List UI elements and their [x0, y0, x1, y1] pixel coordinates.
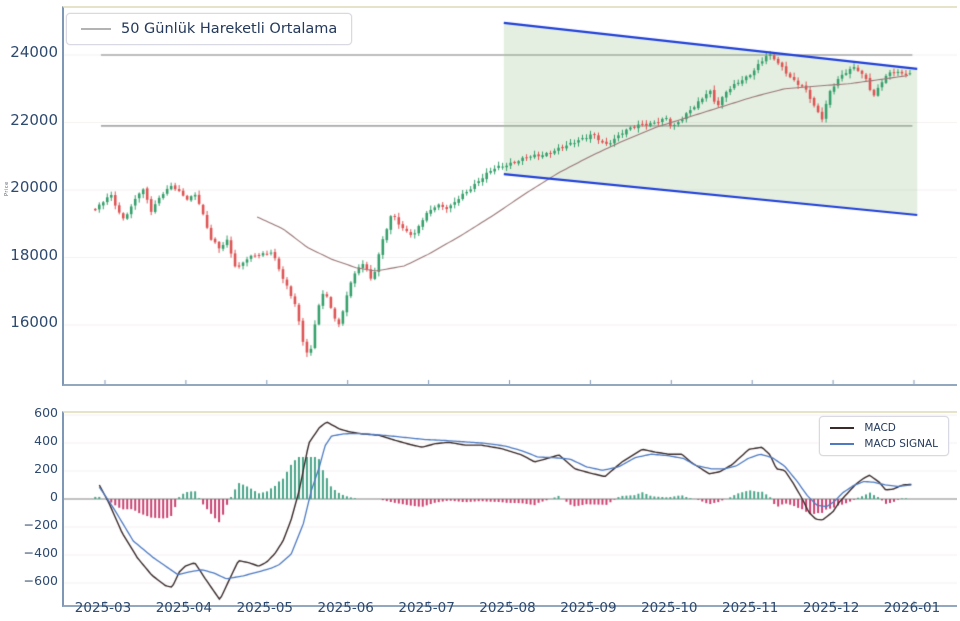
x-tick-label: 2025-06 [317, 600, 374, 616]
ma-legend-line-icon [81, 28, 111, 30]
x-tick-label: 2025-04 [155, 600, 213, 616]
price-ytick-label: 18000 [10, 245, 58, 264]
macd-signal-legend-label: MACD SIGNAL [864, 438, 938, 450]
macd-legend-label: MACD [864, 422, 896, 434]
macd-panel [62, 411, 957, 607]
macd-ytick-label: 0 [50, 489, 58, 504]
macd-legend: MACD MACD SIGNAL [819, 416, 949, 456]
macd-ytick-label: −200 [23, 517, 58, 532]
x-tick-label: 2026-01 [883, 600, 941, 616]
macd-ytick-label: 200 [34, 461, 58, 476]
macd-ytick-label: 400 [34, 433, 58, 448]
macd-ytick-label: 600 [34, 405, 58, 420]
ma-legend-label: 50 Günlük Hareketli Ortalama [121, 21, 338, 37]
price-ytick-label: 22000 [10, 110, 58, 129]
x-tick-label: 2025-08 [479, 600, 536, 616]
x-tick-label: 2025-03 [74, 600, 132, 616]
macd-legend-line-icon [830, 427, 855, 429]
price-ytick-label: 16000 [10, 313, 58, 331]
ma-legend: 50 Günlük Hareketli Ortalama [66, 13, 353, 45]
x-tick-label: 2025-07 [398, 600, 455, 616]
price-chart-canvas [64, 8, 957, 384]
price-ytick-label: 20000 [10, 178, 58, 196]
macd-chart-canvas [64, 413, 957, 605]
price-panel [62, 6, 957, 386]
macd-ytick-label: −600 [23, 573, 58, 588]
x-tick-label: 2025-10 [641, 600, 698, 616]
macd-signal-legend-line-icon [830, 443, 855, 445]
x-tick-label: 2025-09 [560, 600, 617, 616]
x-tick-label: 2025-11 [721, 600, 779, 616]
x-tick-label: 2025-12 [802, 600, 860, 616]
x-tick-label: 2025-05 [236, 600, 293, 616]
macd-ytick-label: −400 [23, 545, 58, 560]
price-ytick-label: 24000 [10, 43, 58, 61]
